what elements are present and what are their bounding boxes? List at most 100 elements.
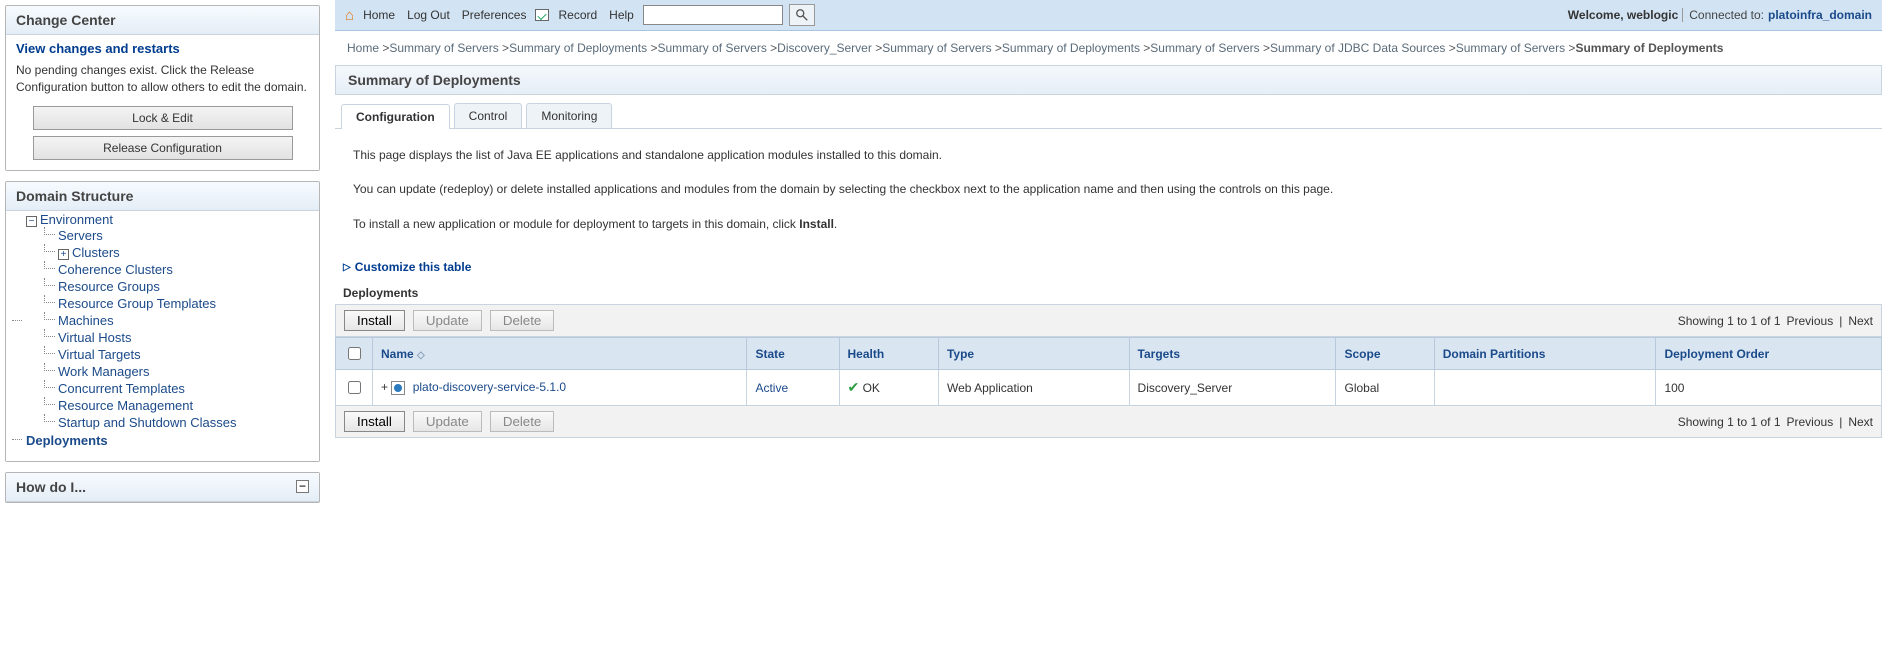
home-icon[interactable]: ⌂ <box>345 7 354 24</box>
tree-res-groups[interactable]: Resource Groups <box>58 279 160 294</box>
domain-name: platoinfra_domain <box>1768 8 1872 22</box>
minimize-icon[interactable]: − <box>296 480 309 493</box>
record-icon[interactable] <box>535 9 549 21</box>
bc-4[interactable]: Discovery_Server <box>777 41 872 55</box>
col-targets[interactable]: Targets <box>1129 338 1336 370</box>
table-row: + plato-discovery-service-5.1.0 Active ✔… <box>336 370 1882 406</box>
triangle-icon: ▷ <box>343 262 351 273</box>
next-link-bottom[interactable]: Next <box>1848 415 1873 429</box>
tree-clusters[interactable]: Clusters <box>72 245 120 260</box>
state-text: Active <box>755 381 788 395</box>
col-scope[interactable]: Scope <box>1336 338 1434 370</box>
col-type[interactable]: Type <box>938 338 1129 370</box>
col-name[interactable]: Name ◇ <box>373 338 747 370</box>
tab-control[interactable]: Control <box>454 103 523 128</box>
update-button-bottom[interactable]: Update <box>413 411 482 432</box>
update-button[interactable]: Update <box>413 310 482 331</box>
table-header-row: Name ◇ State Health Type Targets Scope D… <box>336 338 1882 370</box>
bc-2[interactable]: Summary of Deployments <box>509 41 647 55</box>
row-checkbox[interactable] <box>348 381 361 394</box>
tree-machines[interactable]: Machines <box>58 313 114 328</box>
scope-text: Global <box>1336 370 1434 406</box>
deployment-name-link[interactable]: plato-discovery-service-5.1.0 <box>413 380 566 394</box>
tree-environment[interactable]: Environment <box>40 212 113 227</box>
next-link[interactable]: Next <box>1848 314 1873 328</box>
select-all-checkbox[interactable] <box>348 347 361 360</box>
tree-res-mgmt[interactable]: Resource Management <box>58 398 193 413</box>
bc-0[interactable]: Home <box>347 41 379 55</box>
nav-home[interactable]: Home <box>360 8 398 22</box>
release-config-button[interactable]: Release Configuration <box>33 136 293 160</box>
webapp-icon <box>391 381 405 395</box>
delete-button[interactable]: Delete <box>490 310 555 331</box>
domain-structure-title: Domain Structure <box>6 182 319 211</box>
tree-deployments[interactable]: Deployments <box>26 433 108 448</box>
tree-workmgr[interactable]: Work Managers <box>58 364 150 379</box>
page-description: This page displays the list of Java EE a… <box>335 129 1882 256</box>
page-title: Summary of Deployments <box>335 65 1882 95</box>
how-do-i-title: How do I... <box>16 479 86 495</box>
tree-vtargets[interactable]: Virtual Targets <box>58 347 141 362</box>
tree-coherence[interactable]: Coherence Clusters <box>58 262 173 277</box>
tree-conc-tpl[interactable]: Concurrent Templates <box>58 381 185 396</box>
search-input[interactable] <box>643 5 783 25</box>
col-partitions[interactable]: Domain Partitions <box>1434 338 1656 370</box>
deployments-heading: Deployments <box>335 278 1882 304</box>
install-button[interactable]: Install <box>344 310 405 331</box>
tree-vhosts[interactable]: Virtual Hosts <box>58 330 131 345</box>
domain-tree: −Environment Servers +Clusters Coherence… <box>6 211 319 461</box>
change-center-msg: No pending changes exist. Click the Rele… <box>16 62 309 96</box>
prev-link-bottom[interactable]: Previous <box>1787 415 1834 429</box>
welcome-text: Welcome, weblogic <box>1568 8 1678 22</box>
bc-current: Summary of Deployments <box>1575 41 1723 55</box>
breadcrumb: Home >Summary of Servers >Summary of Dep… <box>335 31 1882 63</box>
tree-startup[interactable]: Startup and Shutdown Classes <box>58 415 237 430</box>
bc-5[interactable]: Summary of Servers <box>882 41 991 55</box>
col-state[interactable]: State <box>747 338 839 370</box>
bc-6[interactable]: Summary of Deployments <box>1002 41 1140 55</box>
tab-monitoring[interactable]: Monitoring <box>526 103 612 128</box>
desc-p1: This page displays the list of Java EE a… <box>353 145 1864 165</box>
health-text: OK <box>863 381 880 395</box>
domain-structure-panel: Domain Structure −Environment Servers +C… <box>5 181 320 462</box>
prev-link[interactable]: Previous <box>1787 314 1834 328</box>
expand-icon[interactable]: + <box>58 249 69 260</box>
table-toolbar-top: Install Update Delete Showing 1 to 1 of … <box>335 304 1882 337</box>
lock-edit-button[interactable]: Lock & Edit <box>33 106 293 130</box>
tab-configuration[interactable]: Configuration <box>341 104 450 129</box>
tabs: Configuration Control Monitoring <box>335 103 1882 129</box>
type-text: Web Application <box>938 370 1129 406</box>
bc-1[interactable]: Summary of Servers <box>389 41 498 55</box>
bc-8[interactable]: Summary of JDBC Data Sources <box>1270 41 1445 55</box>
tree-res-group-tpl[interactable]: Resource Group Templates <box>58 296 216 311</box>
delete-button-bottom[interactable]: Delete <box>490 411 555 432</box>
search-button[interactable] <box>789 4 815 26</box>
change-center-title: Change Center <box>6 6 319 35</box>
targets-text: Discovery_Server <box>1129 370 1336 406</box>
nav-help[interactable]: Help <box>606 8 637 22</box>
health-ok-icon: ✔ <box>848 379 860 395</box>
change-center-panel: Change Center View changes and restarts … <box>5 5 320 171</box>
expand-row-icon[interactable]: + <box>381 380 388 394</box>
nav-record[interactable]: Record <box>555 8 600 22</box>
customize-table-link[interactable]: ▷ Customize this table <box>335 256 1882 278</box>
bc-7[interactable]: Summary of Servers <box>1150 41 1259 55</box>
tree-servers[interactable]: Servers <box>58 228 103 243</box>
nav-logout[interactable]: Log Out <box>404 8 453 22</box>
expand-icon[interactable]: − <box>26 216 37 227</box>
install-button-bottom[interactable]: Install <box>344 411 405 432</box>
how-do-i-panel: How do I... − <box>5 472 320 503</box>
partitions-text <box>1434 370 1656 406</box>
bc-3[interactable]: Summary of Servers <box>657 41 766 55</box>
search-icon <box>795 8 809 22</box>
nav-preferences[interactable]: Preferences <box>459 8 530 22</box>
table-toolbar-bottom: Install Update Delete Showing 1 to 1 of … <box>335 406 1882 438</box>
view-changes-link[interactable]: View changes and restarts <box>16 41 309 56</box>
col-order[interactable]: Deployment Order <box>1656 338 1882 370</box>
deployments-table: Name ◇ State Health Type Targets Scope D… <box>335 337 1882 406</box>
desc-p2: You can update (redeploy) or delete inst… <box>353 179 1864 199</box>
col-health[interactable]: Health <box>839 338 938 370</box>
bc-9[interactable]: Summary of Servers <box>1456 41 1565 55</box>
connected-label: Connected to: <box>1682 8 1764 22</box>
desc-p3: To install a new application or module f… <box>353 214 1864 234</box>
